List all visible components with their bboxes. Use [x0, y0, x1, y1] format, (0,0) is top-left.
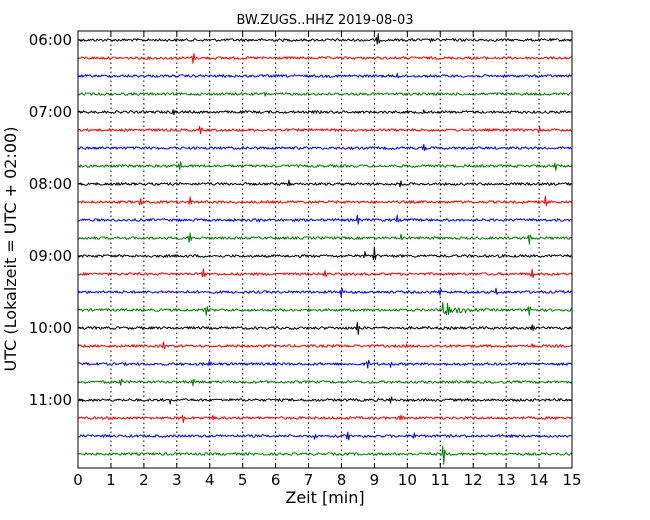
- x-axis-label: Zeit [min]: [285, 488, 364, 507]
- plot-frame: [77, 30, 573, 469]
- trace-line-1130: [77, 431, 573, 441]
- trace-line-1115: [77, 414, 573, 423]
- x-tick-label: 14: [530, 471, 549, 489]
- y-tick-label: 07:00: [29, 103, 72, 121]
- trace-line-0730: [77, 143, 573, 152]
- axis-ticks: 0 1 2 3 4 5 6 7 8 9 10 11 12 13 14 1506:0007:0008:0009:…: [29, 31, 582, 489]
- trace-line-0830: [77, 214, 573, 225]
- trace-line-0715: [77, 125, 573, 135]
- trace-line-1045: [77, 378, 573, 387]
- x-tick-label: 8: [337, 471, 347, 489]
- trace-line-0800: [77, 179, 573, 188]
- x-tick-label: 7: [304, 471, 314, 489]
- x-tick-label: 0: [73, 471, 83, 489]
- x-tick-label: 3: [172, 471, 182, 489]
- x-tick-label: 5: [238, 471, 248, 489]
- trace-line-0630: [77, 72, 573, 79]
- trace-line-1145: [77, 445, 573, 465]
- x-tick-label: 11: [431, 471, 450, 489]
- x-tick-label: 15: [562, 471, 581, 489]
- trace-line-1000: [77, 322, 573, 335]
- trace-line-0900: [77, 246, 573, 261]
- trace-line-0945: [77, 302, 573, 316]
- trace-line-0915: [77, 268, 573, 279]
- grid-lines: [110, 31, 540, 468]
- trace-line-0615: [77, 52, 573, 64]
- x-tick-label: 10: [398, 471, 417, 489]
- x-tick-label: 12: [464, 471, 483, 489]
- trace-line-1030: [77, 359, 573, 369]
- y-tick-label: 11:00: [29, 391, 72, 409]
- trace-line-1100: [77, 396, 573, 405]
- seismogram-traces: [77, 33, 573, 465]
- x-tick-label: 2: [139, 471, 149, 489]
- trace-line-0600: [77, 33, 573, 45]
- chart-title: BW.ZUGS..HHZ 2019-08-03: [236, 13, 413, 28]
- trace-line-0745: [77, 161, 573, 171]
- trace-line-0815: [77, 195, 573, 207]
- trace-line-0930: [77, 287, 573, 298]
- y-tick-label: 08:00: [29, 175, 72, 193]
- y-tick-label: 06:00: [29, 31, 72, 49]
- y-tick-label: 09:00: [29, 247, 72, 265]
- trace-line-0700: [77, 109, 573, 116]
- y-axis-label: UTC (Lokalzeit = UTC + 02:00): [1, 127, 20, 372]
- trace-line-0845: [77, 232, 573, 245]
- x-tick-label: 4: [205, 471, 215, 489]
- trace-line-0645: [77, 91, 573, 97]
- x-tick-label: 13: [497, 471, 516, 489]
- trace-line-1015: [77, 341, 573, 350]
- x-tick-label: 9: [370, 471, 380, 489]
- x-tick-label: 6: [271, 471, 281, 489]
- x-tick-label: 1: [106, 471, 116, 489]
- y-tick-label: 10:00: [29, 319, 72, 337]
